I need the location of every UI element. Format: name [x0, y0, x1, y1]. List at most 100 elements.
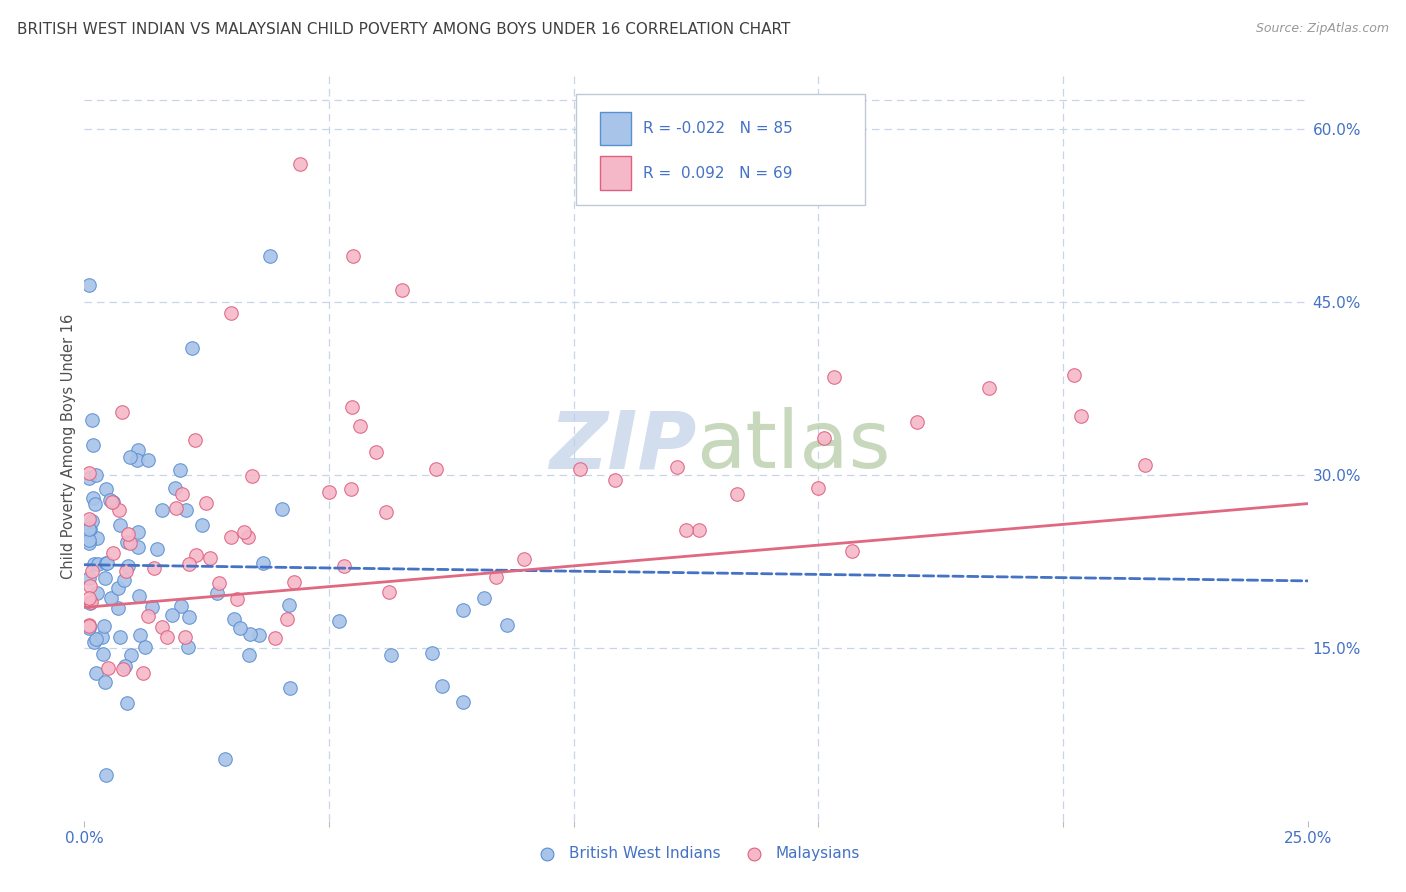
Point	[238, 531, 260, 545]
Point	[229, 621, 252, 635]
Point	[80, 413, 103, 427]
Point	[79, 596, 101, 610]
Point	[184, 433, 207, 447]
Point	[1063, 368, 1085, 382]
Point	[127, 443, 149, 458]
Point	[111, 662, 134, 676]
Point	[82, 437, 104, 451]
Point	[108, 518, 131, 533]
Point	[496, 618, 519, 632]
Point	[103, 545, 125, 559]
Point	[156, 630, 179, 644]
Point	[1133, 458, 1156, 472]
Point	[340, 482, 363, 496]
Point	[150, 503, 173, 517]
Point	[453, 696, 475, 710]
Point	[181, 341, 204, 355]
Point	[86, 632, 108, 646]
Point	[120, 450, 142, 464]
Point	[98, 493, 121, 508]
Point	[349, 418, 371, 433]
Point	[276, 612, 298, 626]
Point	[83, 558, 105, 572]
Text: R = -0.022   N = 85: R = -0.022 N = 85	[643, 121, 793, 136]
Point	[240, 468, 263, 483]
Point	[333, 558, 356, 573]
Point	[128, 589, 150, 603]
Point	[233, 525, 256, 540]
Point	[665, 460, 688, 475]
Point	[342, 400, 364, 414]
Point	[184, 548, 207, 562]
Point	[93, 674, 115, 689]
Point	[222, 612, 245, 626]
Point	[117, 696, 139, 710]
Point	[198, 550, 221, 565]
Point	[77, 277, 100, 292]
Point	[77, 618, 100, 632]
Point	[252, 556, 274, 570]
Point	[100, 591, 122, 605]
Point	[108, 503, 131, 517]
Point	[278, 599, 301, 613]
Point	[905, 416, 928, 430]
Point	[114, 658, 136, 673]
Point	[80, 565, 103, 579]
Point	[420, 646, 443, 660]
Point	[127, 525, 149, 540]
Legend: British West Indians, Malaysians: British West Indians, Malaysians	[526, 839, 866, 867]
Point	[208, 575, 231, 590]
Point	[841, 544, 863, 558]
Point	[77, 571, 100, 585]
Point	[603, 473, 626, 487]
Point	[80, 514, 103, 528]
Point	[115, 535, 138, 549]
Point	[432, 679, 454, 693]
Point	[163, 481, 186, 495]
Point	[725, 487, 748, 501]
Point	[83, 635, 105, 649]
Point	[179, 610, 201, 624]
Point	[77, 621, 100, 635]
Point	[342, 249, 364, 263]
Text: Source: ZipAtlas.com: Source: ZipAtlas.com	[1256, 22, 1389, 36]
Point	[111, 404, 134, 418]
Point	[259, 249, 281, 263]
Point	[118, 535, 141, 549]
Point	[288, 156, 311, 170]
Point	[107, 601, 129, 615]
Point	[97, 661, 120, 675]
Point	[127, 540, 149, 554]
Point	[271, 501, 294, 516]
Text: ZIP: ZIP	[548, 407, 696, 485]
Point	[813, 431, 835, 445]
Point	[77, 466, 100, 480]
Point	[391, 284, 413, 298]
Point	[77, 535, 100, 549]
Point	[569, 462, 592, 476]
Point	[80, 595, 103, 609]
Point	[219, 530, 242, 544]
Point	[177, 558, 200, 572]
Point	[977, 381, 1000, 395]
Point	[94, 482, 117, 496]
Point	[214, 751, 236, 765]
Point	[823, 370, 845, 384]
Point	[93, 571, 115, 585]
Point	[378, 585, 401, 599]
Point	[129, 628, 152, 642]
Text: R =  0.092   N = 69: R = 0.092 N = 69	[643, 166, 792, 180]
Point	[86, 532, 108, 546]
Point	[84, 497, 107, 511]
Point	[82, 491, 104, 505]
Point	[177, 640, 200, 655]
Point	[380, 648, 402, 663]
Point	[160, 608, 183, 623]
Point	[77, 523, 100, 537]
Point	[134, 640, 156, 654]
Point	[675, 523, 697, 537]
Point	[425, 461, 447, 475]
Point	[238, 626, 260, 640]
Point	[84, 467, 107, 482]
Point	[195, 496, 218, 510]
